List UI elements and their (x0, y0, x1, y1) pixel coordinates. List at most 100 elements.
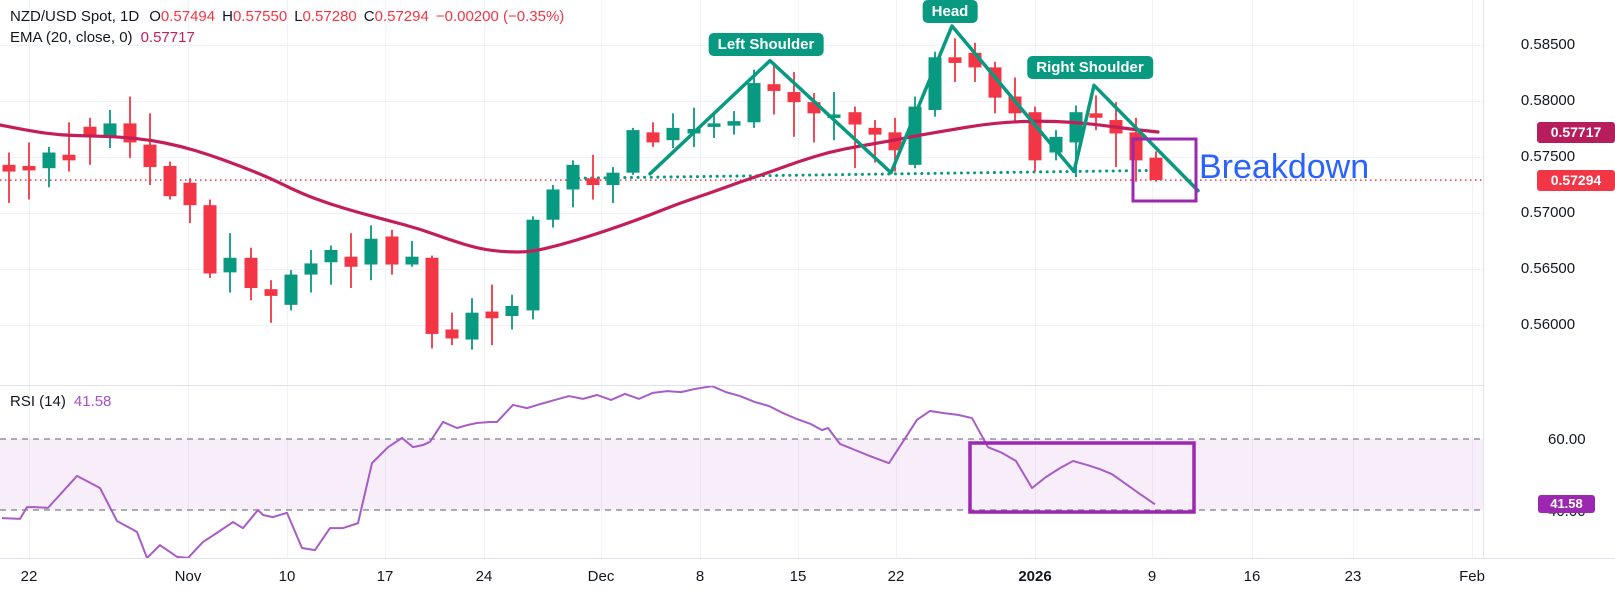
candle-body (42, 152, 56, 169)
candle-body (707, 123, 721, 127)
candle-body (445, 329, 459, 339)
candle-body (304, 263, 318, 275)
candle-body (324, 249, 338, 263)
candle-body (626, 130, 640, 173)
time-axis[interactable]: 22 Nov 10 17 24 Dec 8 15 22 2026 9 16 23 Feb (0, 559, 1615, 611)
candle-body (264, 289, 278, 296)
candle-body (868, 127, 882, 135)
rsi-highlight-box[interactable] (968, 441, 1196, 514)
time-axis-label: 22 (20, 568, 38, 585)
price-axis-label: 0.58000 (1520, 92, 1576, 109)
candle-body (646, 132, 660, 143)
time-axis-label: 22 (887, 568, 905, 585)
candle-body (747, 83, 761, 123)
candle-body (727, 121, 741, 126)
price-axis-label: 0.56500 (1520, 260, 1576, 277)
time-axis-label: 16 (1243, 568, 1261, 585)
candle-body (143, 144, 157, 168)
candle-body (22, 165, 36, 171)
rsi-line (1, 385, 1156, 559)
price-axis-label: 0.58500 (1520, 36, 1576, 53)
time-axis-label: 24 (475, 568, 493, 585)
candle-body (364, 238, 378, 265)
candle-body (948, 57, 962, 63)
price-axis[interactable]: 0.58500 0.58000 0.57500 0.57000 0.56500 0.560… (1484, 0, 1615, 558)
candle-body (505, 305, 519, 317)
candle-body (787, 92, 801, 103)
ema-label[interactable]: EMA (20, close, 0) (10, 29, 133, 46)
price-axis-label: 0.56000 (1520, 316, 1576, 333)
time-axis-label: 10 (278, 568, 296, 585)
low-value: 0.57280 (302, 8, 357, 25)
candle-body (62, 154, 76, 161)
symbol-ohlc-row: NZD/USD Spot, 1D O0.57494 H0.57550 L0.57280… (10, 6, 564, 27)
candle-body (767, 84, 781, 91)
candle-body (1008, 96, 1022, 114)
candle-body (344, 256, 358, 267)
head-annotation[interactable]: Head (922, 0, 978, 23)
candle-body (405, 256, 419, 265)
close-label: C (363, 8, 375, 25)
rsi-band (0, 439, 1537, 510)
rsi-legend: RSI (14) 41.58 (10, 393, 111, 410)
candle-body (103, 123, 117, 137)
time-axis-label: Nov (174, 568, 202, 585)
breakdown-highlight-box[interactable] (1131, 137, 1198, 203)
close-value: 0.57294 (374, 8, 429, 25)
candle-body (526, 219, 540, 311)
symbol-title[interactable]: NZD/USD Spot, 1D (10, 8, 140, 25)
candle-body (465, 312, 479, 340)
candle-body (586, 178, 600, 185)
high-value: 0.57550 (232, 8, 288, 25)
time-axis-label: 15 (789, 568, 807, 585)
candle-body (1069, 112, 1083, 143)
candle-body (1129, 132, 1143, 161)
ema-legend-row: EMA (20, close, 0) 0.57717 (10, 27, 564, 48)
open-value: 0.57494 (160, 8, 216, 25)
candle-body (244, 257, 258, 289)
rsi-upper-level-label: 60.00 (1548, 431, 1586, 448)
candle-body (606, 172, 620, 185)
candle-body (203, 205, 217, 274)
change-value: −0.00200 (−0.35%) (435, 8, 565, 25)
candle-body (183, 182, 197, 206)
symbol-legend: NZD/USD Spot, 1D O0.57494 H0.57550 L0.57280… (10, 6, 564, 48)
candle-body (284, 274, 298, 305)
candle-body (1149, 157, 1163, 181)
low-label: L (294, 8, 303, 25)
last-price-badge: 0.57294 (1537, 170, 1615, 191)
time-axis-label: 17 (376, 568, 394, 585)
head-shoulders-pattern-line[interactable] (648, 24, 1200, 193)
candle-body (163, 165, 177, 197)
left-shoulder-annotation[interactable]: Left Shoulder (708, 33, 824, 56)
candle-body (566, 164, 580, 190)
time-axis-label: Feb (1459, 568, 1485, 585)
high-label: H (222, 8, 233, 25)
rsi-label[interactable]: RSI (14) (10, 393, 66, 410)
candle-body (425, 257, 439, 334)
candle-body (807, 102, 821, 114)
time-axis-label: 2026 (1018, 568, 1052, 585)
right-shoulder-annotation[interactable]: Right Shoulder (1027, 56, 1153, 79)
breakdown-annotation[interactable]: Breakdown (1199, 148, 1370, 186)
candle-body (666, 127, 680, 141)
candle-body (485, 311, 499, 319)
candle-body (827, 114, 841, 118)
price-axis-label: 0.57000 (1520, 204, 1576, 221)
candle-body (223, 257, 237, 273)
time-axis-label: 23 (1344, 568, 1362, 585)
neckline-dotted (570, 168, 1152, 180)
candle-body (1089, 113, 1103, 118)
rsi-value-badge: 41.58 (1538, 495, 1595, 513)
time-axis-label: 8 (695, 568, 705, 585)
ema-line[interactable] (0, 119, 1160, 254)
ema-price-badge: 0.57717 (1537, 122, 1615, 143)
open-label: O (149, 8, 161, 25)
candle-body (848, 112, 862, 125)
ema-value: 0.57717 (140, 29, 195, 46)
candle-body (2, 164, 16, 172)
rsi-value: 41.58 (73, 393, 112, 410)
candle-body (385, 236, 399, 265)
